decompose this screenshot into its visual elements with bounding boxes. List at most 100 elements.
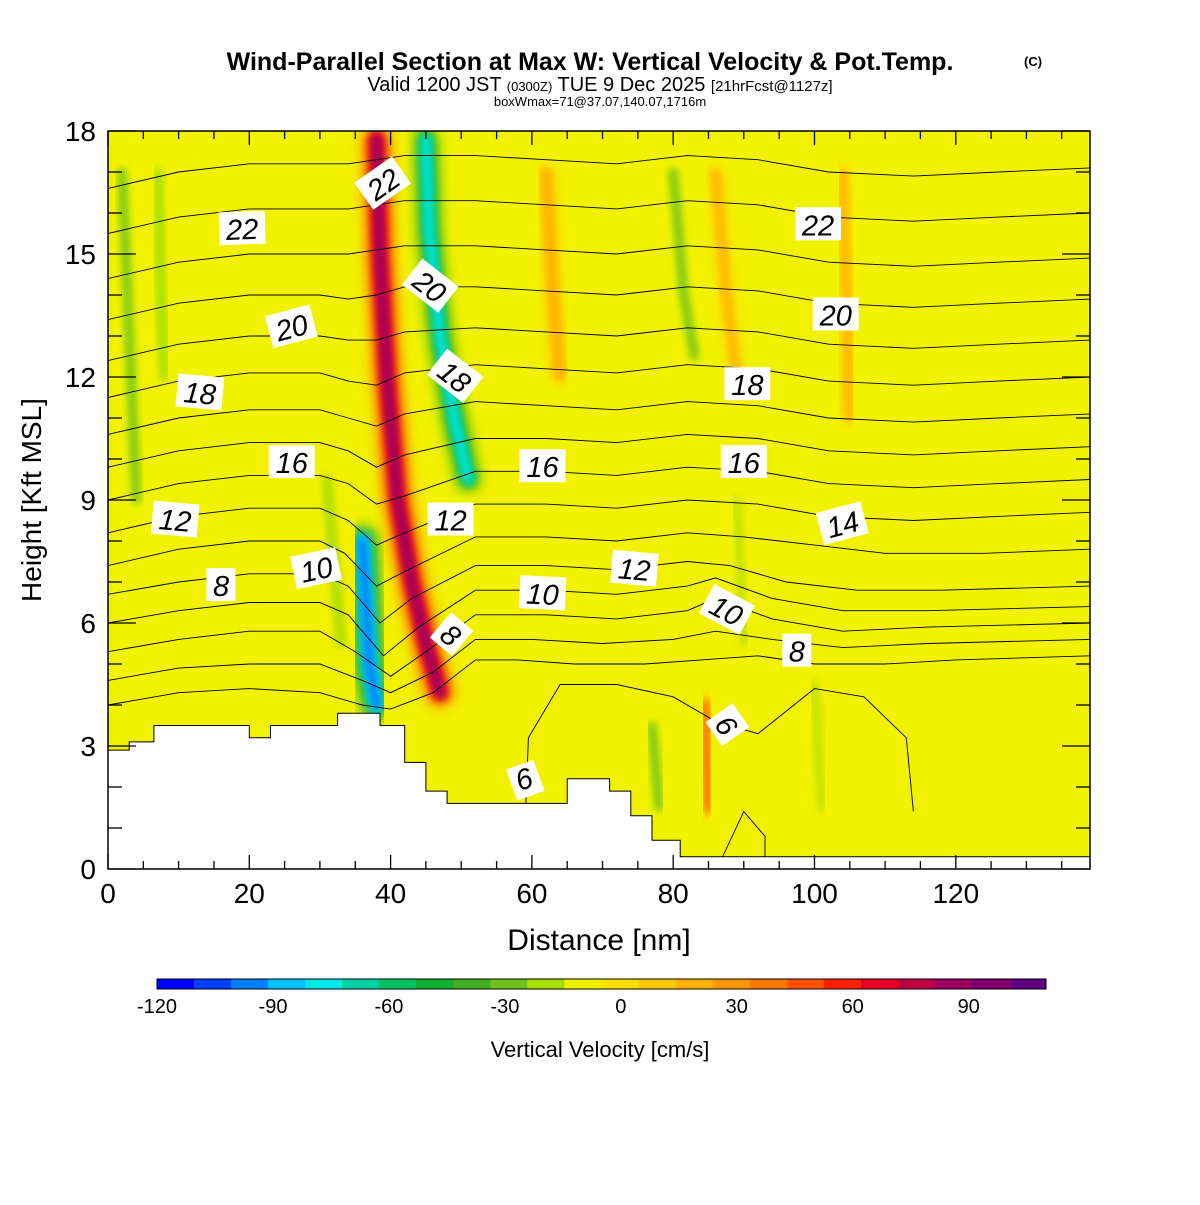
isentrope-label: 10	[518, 575, 567, 612]
isentrope-label-bg	[506, 759, 545, 801]
isentrope-label-bg	[812, 297, 859, 331]
isentrope-line	[108, 577, 1090, 657]
velocity-band	[357, 535, 382, 711]
colorbar	[156, 978, 1047, 990]
isentrope-label: 18	[724, 367, 771, 402]
isentrope-label: 8	[206, 568, 236, 603]
isentrope-labels: 2220181612108222018128161012918161062220…	[150, 156, 869, 801]
isentrope-label-bg	[402, 258, 459, 313]
chart-subtitle: Valid 1200 JST (0300Z) TUE 9 Dec 2025 [2…	[367, 74, 832, 96]
isentrope-label-bg	[815, 501, 869, 546]
colorbar-tick-label: 30	[726, 996, 748, 1018]
isentrope-label-text: 12	[617, 553, 652, 588]
chart-subtitle-2: boxWmax=71@37.07,140.07,1716m	[494, 94, 706, 109]
isentrope-label-bg	[795, 207, 841, 241]
velocity-field	[116, 131, 854, 815]
isentrope-label-text: 20	[819, 301, 852, 333]
isentrope-label: 10	[290, 547, 343, 590]
colorbar-bin	[860, 979, 899, 989]
isentrope-label-bg	[150, 500, 200, 538]
velocity-band	[670, 169, 698, 360]
colorbar-bin	[1009, 979, 1047, 989]
colorbar-tick-labels: -120 -90 -60 -30 0 30 60 90	[137, 996, 980, 1018]
colorbar-bin	[490, 979, 528, 989]
x-tick-label: 120	[932, 878, 979, 909]
isentrope-label-text: 12	[158, 504, 193, 539]
isentrope-line	[108, 200, 1090, 234]
isentrope-line	[108, 561, 1090, 624]
velocity-band	[543, 169, 564, 380]
subtitle-forecast: [21hrFcst@1127z]	[711, 78, 833, 95]
y-tick-label: 3	[80, 731, 96, 762]
isentrope-label: 22	[218, 210, 266, 247]
colorbar-tick-label: -120	[137, 996, 177, 1018]
colorbar-bin	[971, 979, 1010, 989]
x-tick-label: 0	[100, 878, 116, 909]
y-axis-label: Height [Kft MSL]	[16, 398, 47, 602]
colorbar-tick-label: -30	[490, 996, 519, 1018]
isentrope-label-bg	[426, 348, 484, 403]
colorbar-bin	[897, 979, 936, 989]
colorbar-bin	[675, 979, 713, 989]
velocity-band	[649, 722, 663, 811]
isentrope-line	[108, 532, 1090, 587]
isentrope-label: 12	[150, 500, 200, 539]
terrain	[108, 712, 1090, 869]
y-tick-label: 0	[80, 854, 96, 885]
y-tick-labels: 0 3 6 9 12 15 18	[65, 116, 96, 885]
colorbar-tick-label: -90	[259, 996, 288, 1018]
y-tick-label: 15	[65, 239, 96, 270]
isentrope-label-text: 16	[276, 448, 309, 480]
colorbar-bin	[786, 979, 825, 989]
colorbar-bin	[416, 979, 454, 989]
isentrope-label-bg	[268, 445, 315, 479]
isentrope-label: 9	[506, 759, 545, 801]
velocity-band	[811, 681, 825, 811]
isentrope-label-bg	[720, 445, 767, 479]
colorbar-bin	[379, 979, 417, 989]
isentrope-label-bg	[290, 547, 343, 590]
velocity-band	[712, 169, 740, 380]
isentrope-label-bg	[354, 156, 411, 210]
isentrope-label-bg	[264, 304, 318, 349]
velocity-band	[119, 169, 140, 503]
isentrope-label-text: 18	[182, 377, 217, 412]
isentrope-label: 12	[610, 549, 659, 588]
isentrope-label-bg	[206, 568, 236, 602]
y-tick-label: 6	[80, 608, 96, 639]
isentrope-label-text: 8	[789, 637, 805, 669]
isentrope-label: 16	[268, 445, 315, 480]
isentrope-label: 22	[795, 207, 841, 242]
plot-area: 2220181612108222018128161012918161062220…	[108, 131, 1090, 869]
isentrope-label-text: 12	[434, 506, 466, 538]
axis-ticks	[107, 130, 1090, 870]
isentrope-label: 16	[519, 449, 566, 484]
isentrope-label-text: 18	[731, 370, 763, 402]
isentrope-label: 16	[720, 445, 767, 480]
isentrope-label-bg	[518, 575, 567, 611]
y-tick-label: 18	[65, 116, 96, 147]
x-tick-labels: 0 20 40 60 80 100 120	[100, 878, 979, 909]
isentrope-line	[722, 810, 766, 857]
colorbar-tick-label: 90	[958, 996, 980, 1018]
colorbar-bin	[268, 979, 306, 989]
colorbar-bin	[638, 979, 676, 989]
colorbar-bin	[823, 979, 862, 989]
colorbar-tick-label: 0	[615, 996, 626, 1018]
colorbar-bin	[194, 979, 232, 989]
subtitle-valid: Valid 1200 JST	[367, 74, 501, 96]
isentrope-line	[108, 364, 1090, 398]
isentrope-label-text: 22	[801, 210, 834, 242]
colorbar-bin	[564, 979, 602, 989]
x-tick-label: 100	[791, 878, 838, 909]
isentrope-label-bg	[782, 633, 812, 667]
velocity-band	[421, 134, 473, 484]
isentrope-label-bg	[705, 703, 750, 746]
isentrope-label: 18	[175, 373, 225, 412]
x-tick-label: 40	[375, 878, 406, 909]
isentrope-label: 20	[812, 297, 859, 333]
isentrope-label-bg	[429, 612, 474, 657]
colorbar-bin	[305, 979, 343, 989]
